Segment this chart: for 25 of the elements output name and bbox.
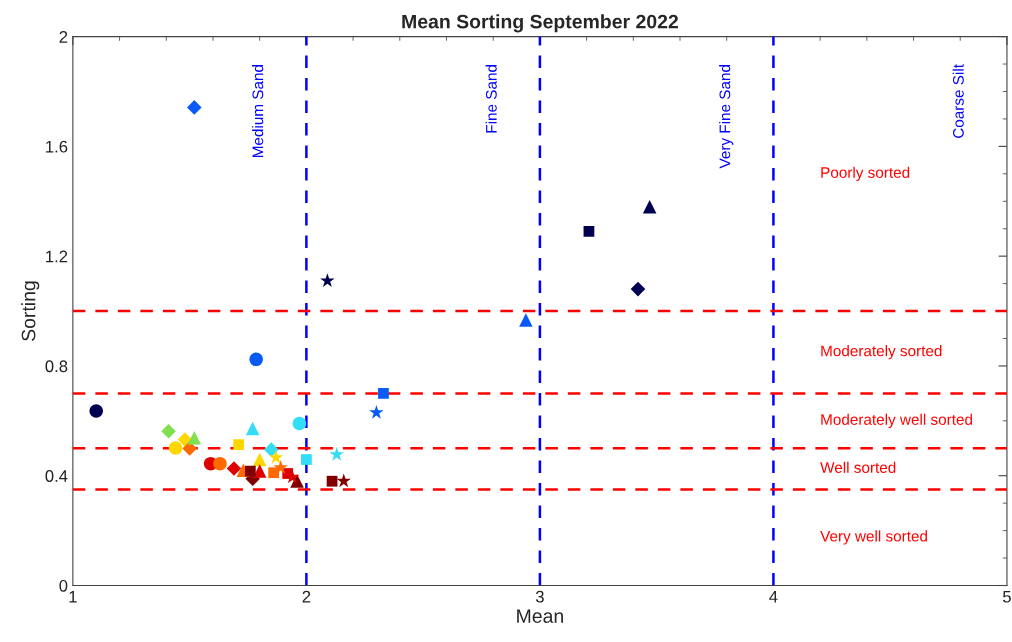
y-tick-label: 0.8 bbox=[45, 360, 68, 373]
annotation: Poorly sorted bbox=[821, 166, 910, 181]
annotation: Fine Sand bbox=[485, 65, 497, 133]
annotation: Very well sorted bbox=[820, 530, 927, 545]
y-tick-label: 2 bbox=[59, 31, 68, 43]
annotation: Very Fine Sand bbox=[719, 65, 734, 169]
x-tick-label: 3 bbox=[535, 590, 544, 603]
chart-title: Mean Sorting September 2022 bbox=[402, 14, 678, 33]
y-axis-title: Sorting bbox=[21, 281, 40, 341]
annotation: Moderately well sorted bbox=[821, 413, 972, 428]
y-tick-label: 1.2 bbox=[46, 250, 68, 263]
annotation: Medium Sand bbox=[252, 65, 264, 158]
annotation: Coarse Silt bbox=[952, 64, 964, 138]
x-tick-label: 5 bbox=[1002, 590, 1011, 603]
annotation: Moderately sorted bbox=[821, 345, 942, 360]
y-tick-label: 1.6 bbox=[46, 140, 68, 153]
x-tick-label: 1 bbox=[69, 590, 77, 603]
point bbox=[326, 475, 338, 487]
point bbox=[244, 465, 256, 477]
x-axis-title: Mean bbox=[517, 609, 563, 623]
annotation: Well sorted bbox=[820, 461, 896, 473]
y-tick-label: 0.4 bbox=[45, 470, 68, 482]
x-tick-label: 2 bbox=[302, 590, 311, 603]
x-tick-label: 4 bbox=[769, 590, 778, 603]
y-tick-label: 0 bbox=[59, 579, 68, 592]
